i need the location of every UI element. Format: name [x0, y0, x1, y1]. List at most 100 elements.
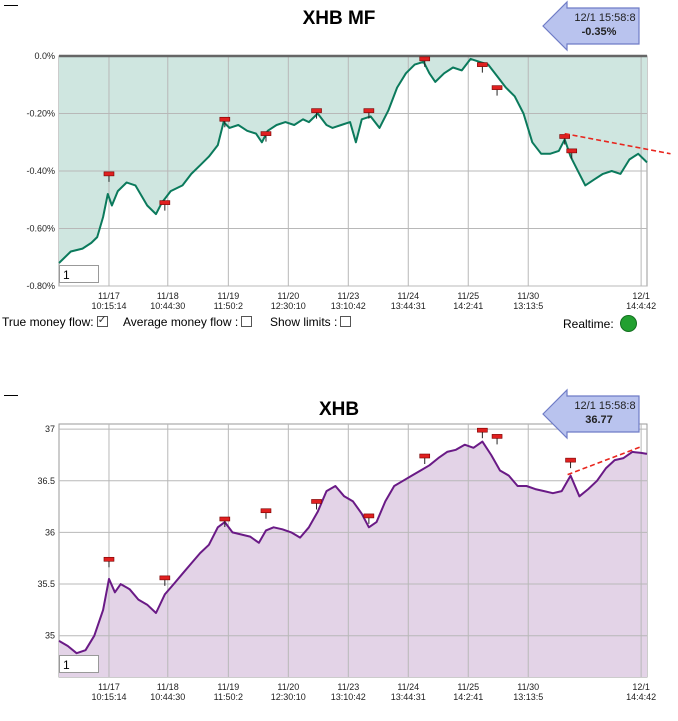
event-marker-flag — [559, 134, 570, 139]
realtime-control[interactable]: Realtime: — [563, 315, 637, 332]
event-marker-flag — [491, 434, 503, 439]
x-tick-date: 11/23 — [337, 291, 359, 301]
y-tick-label: 36 — [45, 527, 55, 537]
series-area — [59, 441, 647, 677]
price-badge: 12/1 15:58:8 36.77 — [542, 388, 640, 440]
x-tick-date: 11/30 — [517, 291, 539, 301]
series-line — [58, 440, 648, 655]
x-tick-time: 13:10:42 — [331, 301, 366, 311]
y-tick-label: 0.0% — [34, 51, 55, 61]
event-marker-flag — [103, 556, 115, 562]
event-marker-flag — [419, 453, 431, 459]
event-marker-flag — [419, 56, 431, 62]
event-marker-flag — [363, 513, 375, 519]
average-money-flow-checkbox[interactable] — [241, 316, 253, 327]
period-input[interactable]: 1 — [59, 655, 99, 673]
true-money-flow-control[interactable]: True money flow: — [2, 313, 108, 329]
event-marker — [219, 116, 231, 128]
x-tick-time: 14:2:41 — [453, 301, 483, 311]
event-marker-flag — [219, 116, 231, 122]
badge-arrow-shape — [542, 0, 640, 52]
average-money-flow-control[interactable]: Average money flow : — [123, 315, 253, 329]
show-limits-control[interactable]: Show limits : — [270, 315, 352, 329]
badge-time: 12/1 15:58:8 — [574, 400, 635, 412]
event-marker-flag — [565, 457, 576, 463]
badge-arrow-shape — [542, 388, 640, 440]
x-tick-time: 10:44:30 — [150, 692, 185, 702]
chart-title: XHB MF — [302, 8, 376, 29]
x-tick-time: 13:13:5 — [513, 301, 543, 311]
x-tick-date: 11/20 — [277, 291, 299, 301]
chart-title: XHB — [318, 399, 360, 420]
realtime-label: Realtime: — [563, 317, 614, 331]
event-marker-flag — [311, 499, 322, 504]
event-marker — [363, 108, 375, 119]
series-area — [59, 56, 647, 263]
x-tick-date: 11/19 — [217, 682, 239, 692]
event-marker-flag — [311, 108, 322, 113]
trendline — [564, 132, 671, 155]
y-tick-label: -0.80% — [26, 281, 55, 291]
event-marker — [559, 134, 570, 145]
event-marker-flag — [363, 108, 375, 113]
chart-controls: True money flow: Average money flow : Sh… — [0, 313, 678, 333]
event-marker — [566, 148, 578, 159]
x-tick-time: 10:15:14 — [91, 301, 126, 311]
event-marker — [363, 513, 375, 524]
x-tick-date: 11/17 — [98, 682, 120, 692]
event-marker — [491, 434, 503, 445]
event-marker-flag — [566, 148, 578, 154]
period-input[interactable]: 1 — [59, 265, 99, 283]
y-tick-label: -0.40% — [26, 166, 55, 176]
x-tick-time: 14:4:42 — [626, 301, 656, 311]
price-chart-panel: XHB 37 36.5 36 35.5 35 11/17 10:15:14 11/18 10:4… — [0, 388, 678, 721]
y-tick-label: 35 — [45, 631, 55, 641]
x-tick-date: 11/25 — [457, 291, 479, 301]
event-marker-flag — [103, 171, 115, 177]
realtime-indicator-icon[interactable] — [619, 315, 637, 332]
event-marker — [477, 62, 488, 73]
event-marker-flag — [491, 85, 503, 90]
y-tick-label: 35.5 — [37, 579, 55, 589]
event-marker — [219, 516, 231, 528]
x-tick-time: 14:4:42 — [626, 692, 656, 702]
x-tick-time: 10:44:30 — [150, 301, 185, 311]
event-marker — [159, 575, 171, 586]
event-marker — [419, 453, 431, 465]
event-marker — [565, 457, 576, 469]
event-marker — [311, 499, 322, 510]
event-marker — [477, 427, 488, 439]
x-tick-date: 11/25 — [457, 682, 479, 692]
event-marker-flag — [260, 508, 272, 514]
event-marker — [159, 200, 171, 211]
x-tick-time: 13:44:31 — [391, 301, 426, 311]
true-money-flow-checkbox[interactable] — [96, 313, 108, 327]
x-tick-date: 11/17 — [98, 291, 120, 301]
series-line — [58, 57, 648, 264]
mf-chart-panel: XHB MF 0.0% -0.20% -0.40% -0.60% -0.80% 11/17… — [0, 0, 678, 345]
mf-chart-svg: 0.0% -0.20% -0.40% -0.60% -0.80% 11/1710:15:1… — [26, 0, 671, 311]
badge-value: -0.35% — [582, 26, 617, 38]
event-marker — [419, 56, 431, 67]
x-tick-time: 13:10:42 — [331, 692, 366, 702]
x-tick-date: 12/1 — [632, 682, 650, 692]
event-marker-flag — [159, 200, 171, 205]
event-marker — [311, 108, 322, 119]
x-tick-time: 10:15:14 — [91, 692, 126, 702]
x-tick-date: 11/20 — [277, 682, 299, 692]
x-tick-date: 11/18 — [157, 682, 179, 692]
trendline — [567, 445, 642, 476]
event-marker-flag — [219, 516, 231, 522]
x-tick-date: 11/18 — [157, 291, 179, 301]
y-tick-label: -0.20% — [26, 109, 55, 119]
x-tick-time: 11:50:2 — [214, 301, 243, 311]
x-tick-time: 13:13:5 — [513, 692, 543, 702]
event-marker — [103, 556, 115, 568]
event-marker-flag — [477, 62, 488, 67]
y-tick-label: 36.5 — [37, 476, 55, 486]
show-limits-checkbox[interactable] — [340, 316, 352, 327]
x-tick-date: 11/24 — [397, 291, 419, 301]
x-tick-date: 11/24 — [397, 682, 419, 692]
x-tick-time: 13:44:31 — [391, 692, 426, 702]
